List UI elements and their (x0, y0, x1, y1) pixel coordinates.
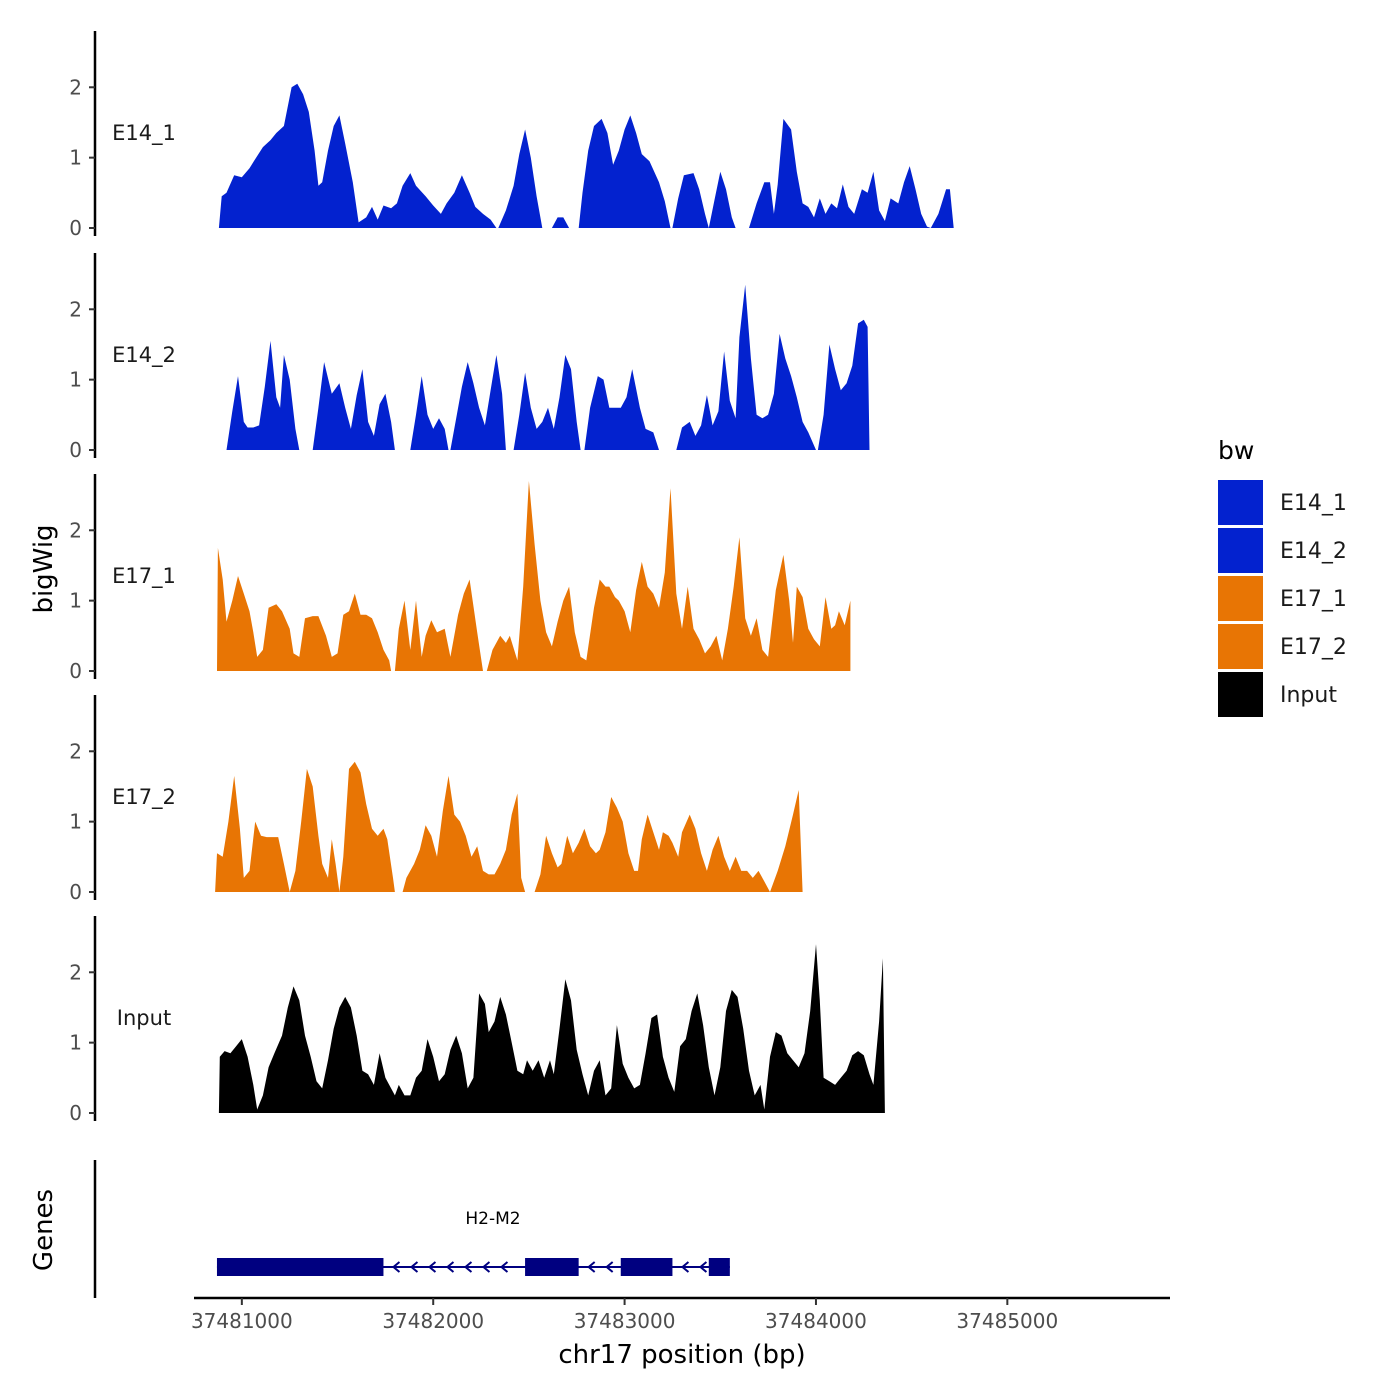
track-label: E14_2 (112, 343, 176, 368)
legend-label-E14_1: E14_1 (1280, 491, 1347, 516)
track-label: E17_2 (112, 785, 176, 810)
strand-arrow (391, 1261, 401, 1273)
signal-area-E14_1 (218, 83, 954, 228)
gene-name-label: H2-M2 (465, 1209, 520, 1229)
x-tick-label: 37483000 (574, 1309, 676, 1333)
x-tick-label: 37482000 (382, 1309, 484, 1333)
legend-key-E17_1 (1218, 576, 1263, 621)
genes-axis-title: Genes (29, 1189, 59, 1271)
y-tick-label: 1 (69, 146, 82, 170)
y-tick-label: 1 (69, 810, 82, 834)
y-tick-label: 1 (69, 368, 82, 392)
x-tick-label: 37485000 (956, 1309, 1058, 1333)
gene-exon (620, 1258, 673, 1276)
y-tick-label: 0 (69, 1101, 82, 1125)
signal-area-E17_2 (215, 761, 803, 892)
track-E17_1: 0 1 2 E17_1 (69, 474, 851, 683)
track-label: E14_1 (112, 121, 176, 146)
x-tick-label: 37481000 (191, 1309, 293, 1333)
legend-key-Input (1218, 672, 1263, 717)
legend: bw E14_1 E14_2 E17_1 E17_2 Input (1218, 436, 1347, 717)
gene-track: H2-M2 (216, 1209, 730, 1276)
y-tick-label: 0 (69, 216, 82, 240)
legend-label-E14_2: E14_2 (1280, 539, 1347, 564)
strand-arrow (409, 1261, 419, 1273)
legend-label-Input: Input (1280, 683, 1337, 708)
y-tick-label: 2 (69, 960, 82, 984)
track-label: Input (117, 1006, 171, 1030)
strand-arrow (463, 1261, 473, 1273)
track-E14_1: 0 1 2 E14_1 (69, 31, 954, 240)
legend-label-E17_1: E17_1 (1280, 587, 1347, 612)
legend-key-E14_2 (1218, 528, 1263, 573)
track-E17_2: 0 1 2 E17_2 (69, 695, 803, 904)
y-tick-label: 2 (69, 518, 82, 542)
y-tick-label: 2 (69, 739, 82, 763)
signal-area-Input (218, 944, 885, 1113)
track-panels: 0 1 2 E14_1 0 1 2 E14_2 0 1 2 E17_1 0 1 2 E17_2 0 1 2 Input (69, 31, 954, 1125)
y-axis-title: bigWig (29, 524, 59, 613)
signal-area-E14_2 (226, 284, 870, 450)
strand-arrow (680, 1261, 690, 1273)
gene-exon (708, 1258, 730, 1276)
strand-arrow (605, 1261, 614, 1273)
y-tick-label: 2 (69, 75, 82, 99)
signal-area-E17_1 (217, 481, 851, 671)
x-axis: 37481000 37482000 37483000 37484000 37485000 (191, 1296, 1170, 1333)
track-Input: 0 1 2 Input (69, 916, 885, 1125)
y-tick-label: 1 (69, 1031, 82, 1055)
strand-arrow (445, 1261, 455, 1273)
gene-exon (525, 1258, 579, 1276)
strand-arrow (427, 1261, 437, 1273)
genes-panel: Genes H2-M2 (29, 1160, 730, 1298)
strand-arrow (481, 1261, 491, 1273)
legend-key-E17_2 (1218, 624, 1263, 669)
strand-arrow (587, 1261, 596, 1273)
legend-label-E17_2: E17_2 (1280, 635, 1347, 660)
track-E14_2: 0 1 2 E14_2 (69, 253, 870, 462)
y-tick-label: 0 (69, 438, 82, 462)
x-axis-title: chr17 position (bp) (558, 1340, 805, 1370)
strand-arrow (698, 1261, 708, 1273)
y-tick-label: 0 (69, 659, 82, 683)
x-tick-label: 37484000 (765, 1309, 867, 1333)
y-tick-label: 2 (69, 297, 82, 321)
legend-key-E14_1 (1218, 480, 1263, 525)
legend-title: bw (1218, 436, 1254, 465)
strand-arrow (499, 1261, 509, 1273)
track-label: E17_1 (112, 564, 176, 589)
y-tick-label: 1 (69, 589, 82, 613)
gene-exon (216, 1258, 384, 1276)
y-tick-label: 0 (69, 880, 82, 904)
